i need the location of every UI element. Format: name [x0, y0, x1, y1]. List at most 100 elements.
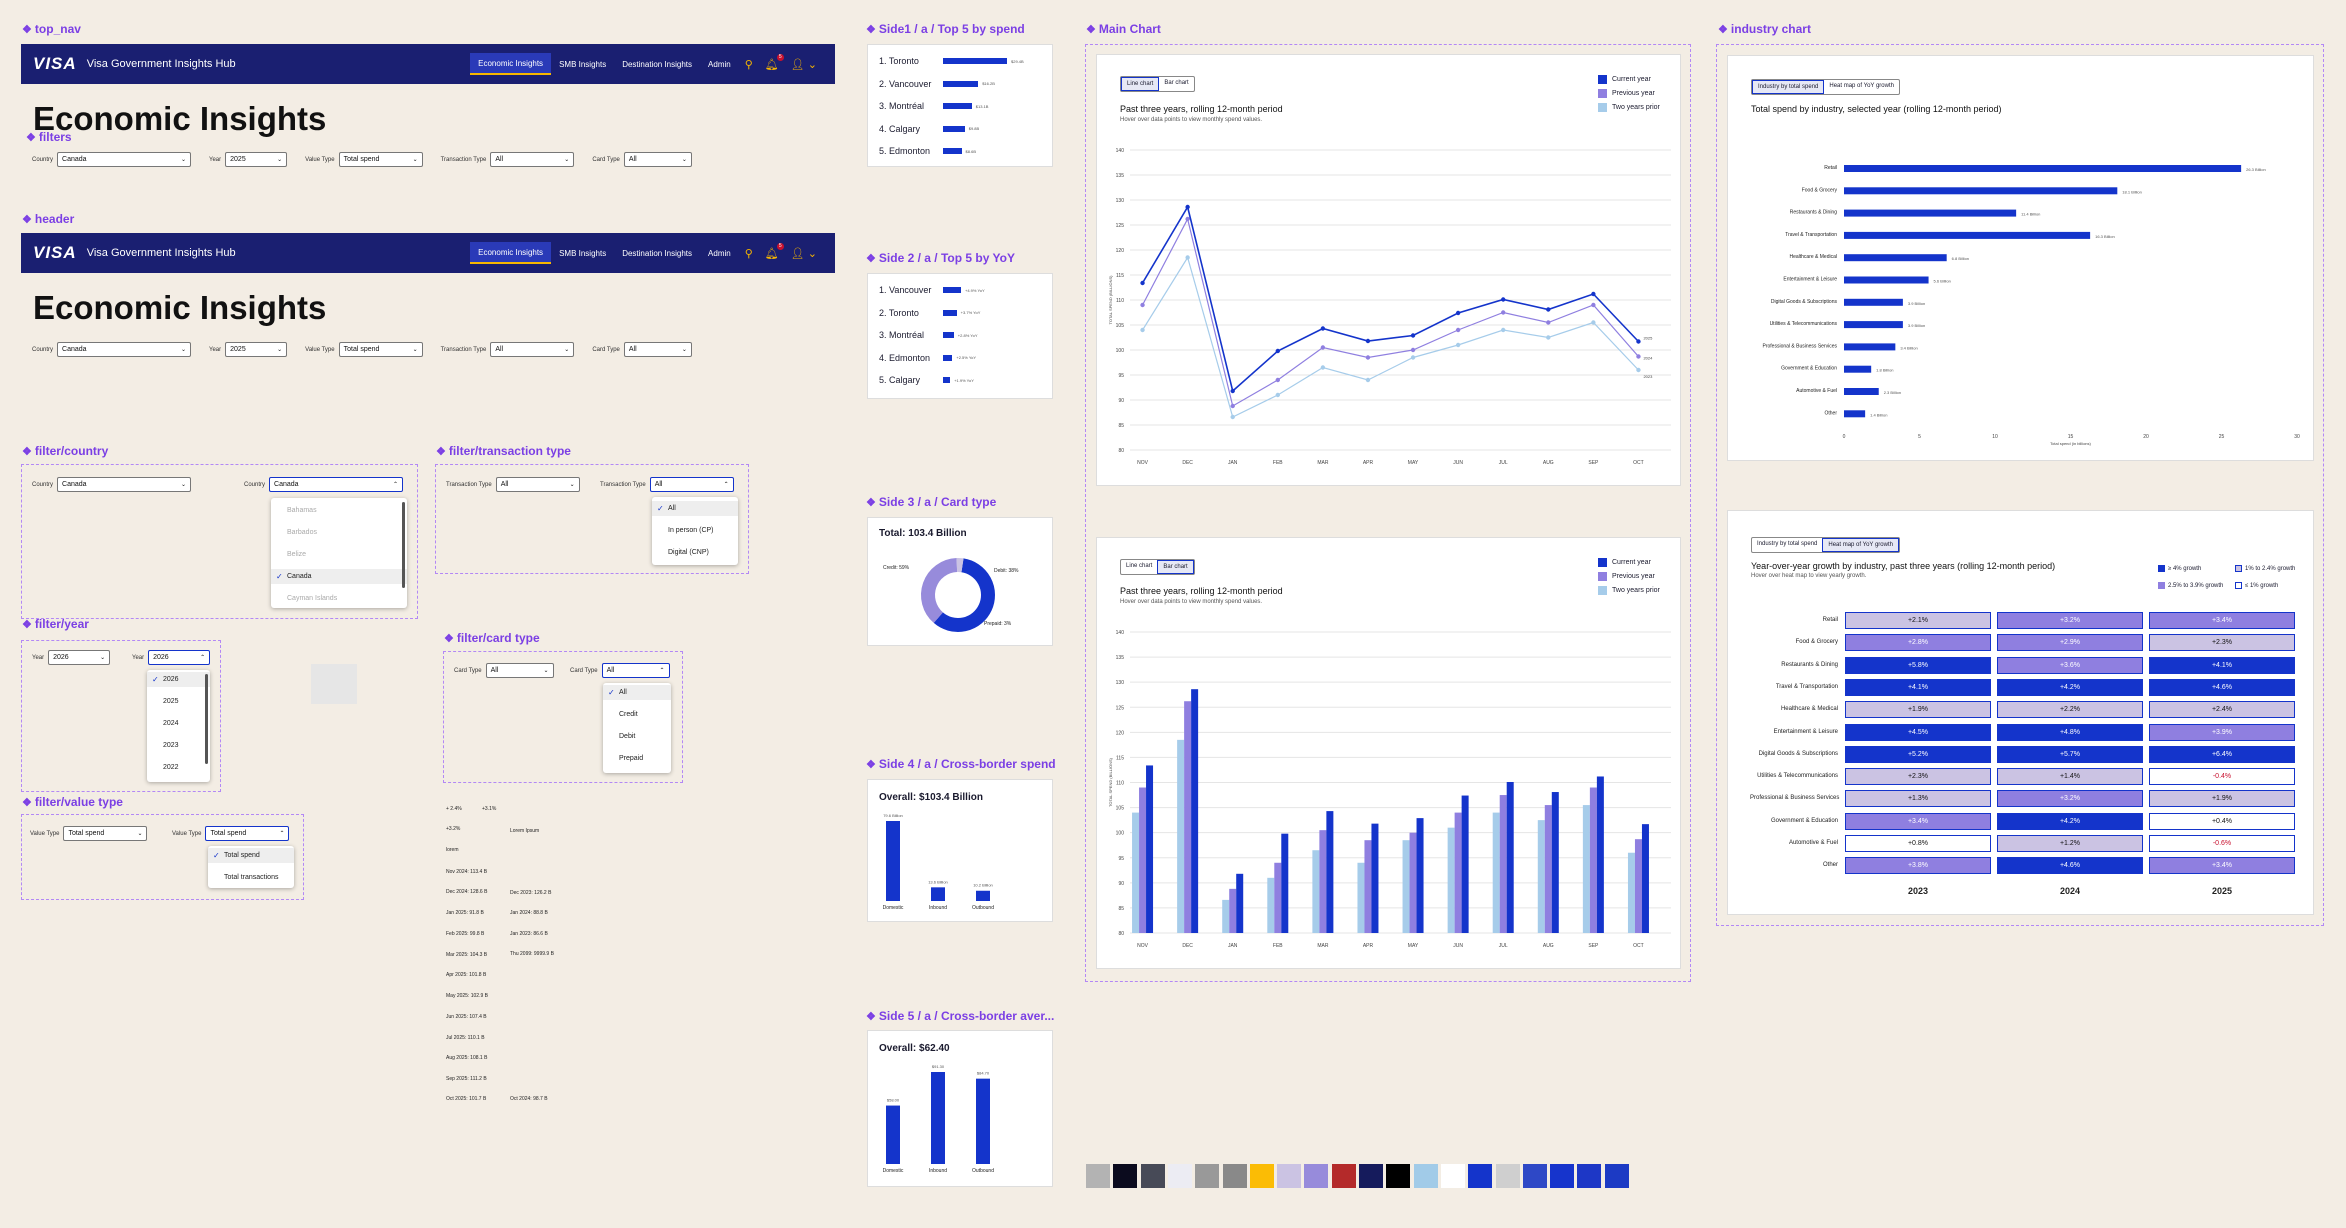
heat-cell[interactable]: +4.6%	[1997, 857, 2143, 875]
heat-cell[interactable]: +1.4%	[1997, 768, 2143, 786]
heat-cell[interactable]: +3.4%	[2149, 612, 2295, 629]
user-icon[interactable]: 👤︎ ⌄	[790, 247, 817, 260]
heat-cell[interactable]: +5.8%	[1845, 656, 1991, 674]
option-bahamas[interactable]: Bahamas	[287, 507, 317, 514]
heat-cell[interactable]: +3.2%	[1997, 790, 2143, 808]
heat-cell[interactable]: +2.2%	[1997, 701, 2143, 719]
heat-cell[interactable]: +3.6%	[1997, 656, 2143, 674]
heat-cell[interactable]: +3.9%	[2149, 723, 2295, 741]
value-type-select[interactable]: Total spend ⌄	[63, 826, 148, 841]
heat-cell[interactable]: +1.3%	[1845, 790, 1991, 808]
transaction-type-select[interactable]: All ⌄	[490, 152, 575, 167]
scrollbar[interactable]	[402, 502, 405, 588]
country-select[interactable]: Canada ⌄	[57, 152, 192, 167]
option-all[interactable]: All	[652, 501, 738, 516]
heat-cell[interactable]: +5.7%	[1997, 745, 2143, 763]
heat-cell[interactable]: +4.6%	[2149, 678, 2295, 696]
heat-cell[interactable]: +2.9%	[1997, 634, 2143, 652]
option-all[interactable]: All	[603, 685, 671, 700]
nav-economic-insights[interactable]: Economic Insights	[470, 53, 552, 75]
heat-cell[interactable]: +2.4%	[2149, 701, 2295, 719]
ranked-item[interactable]: 1. Toronto $29.4B	[879, 56, 1024, 66]
heat-cell[interactable]: +5.2%	[1845, 745, 1991, 763]
heat-cell[interactable]: +1.2%	[1997, 835, 2143, 852]
option-digital[interactable]: Digital (CNP)	[668, 549, 709, 556]
option-cayman-islands[interactable]: Cayman Islands	[287, 595, 338, 602]
country-select[interactable]: Canada ⌄	[57, 477, 192, 492]
option-in-person[interactable]: In person (CP)	[668, 527, 714, 534]
toggle-bar-chart[interactable]: Bar chart	[1164, 80, 1189, 86]
ranked-item[interactable]: 2. Toronto +3.7% YoY	[879, 308, 980, 318]
card-type-select[interactable]: All ⌄	[485, 663, 554, 678]
value-type-select[interactable]: Total spend ⌄	[338, 342, 423, 357]
ranked-item[interactable]: 3. Montréal +2.8% YoY	[879, 330, 977, 340]
year-select-open[interactable]: 2026 ⌃	[148, 650, 211, 665]
year-select[interactable]: 2026 ⌄	[48, 650, 111, 665]
year-select[interactable]: 2025 ⌄	[225, 342, 288, 357]
transaction-type-select[interactable]: All ⌄	[495, 477, 580, 492]
heat-cell[interactable]: -0.4%	[2149, 768, 2295, 786]
option-prepaid[interactable]: Prepaid	[619, 755, 644, 762]
country-select-open[interactable]: Canada ⌃	[269, 477, 404, 492]
option-credit[interactable]: Credit	[619, 711, 638, 718]
heat-cell[interactable]: +1.9%	[1845, 701, 1991, 719]
value-type-select-open[interactable]: Total spend ⌃	[205, 826, 290, 841]
heat-cell[interactable]: +2.8%	[1845, 634, 1991, 652]
heat-cell[interactable]: +3.8%	[1845, 857, 1991, 875]
toggle-heat-map[interactable]: Heat map of YoY growth	[1829, 83, 1894, 89]
transaction-type-select-open[interactable]: All ⌃	[649, 477, 734, 492]
ranked-item[interactable]: 5. Calgary +1.9% YoY	[879, 375, 974, 385]
search-icon[interactable]: ⚲	[744, 247, 753, 260]
ranked-item[interactable]: 1. Vancouver +4.9% YoY	[879, 285, 985, 295]
toggle-heat-map[interactable]: Heat map of YoY growth	[1822, 538, 1899, 552]
nav-smb-insights[interactable]: SMB Insights	[559, 59, 607, 69]
heat-cell[interactable]: +3.4%	[2149, 857, 2295, 875]
heat-cell[interactable]: +4.2%	[1997, 812, 2143, 830]
heat-cell[interactable]: +4.2%	[1997, 678, 2143, 696]
toggle-industry-spend[interactable]: Industry by total spend	[1752, 80, 1825, 94]
nav-destination-insights[interactable]: Destination Insights	[622, 248, 693, 258]
heat-cell[interactable]: +4.5%	[1845, 723, 1991, 741]
option-canada[interactable]: Canada	[271, 569, 407, 584]
option-total-spend[interactable]: Total spend	[208, 848, 294, 863]
heat-cell[interactable]: +0.8%	[1845, 835, 1991, 852]
heat-cell[interactable]: +2.1%	[1845, 612, 1991, 629]
toggle-industry-spend[interactable]: Industry by total spend	[1757, 541, 1818, 547]
option-2025[interactable]: 2025	[163, 698, 179, 705]
user-icon[interactable]: 👤︎ ⌄	[790, 58, 817, 71]
heat-cell[interactable]: +1.9%	[2149, 790, 2295, 808]
heat-cell[interactable]: +0.4%	[2149, 812, 2295, 830]
nav-destination-insights[interactable]: Destination Insights	[622, 59, 693, 69]
toggle-line-chart[interactable]: Line chart	[1126, 563, 1153, 569]
bell-icon[interactable]: 🔔︎ 5	[765, 242, 784, 260]
year-select[interactable]: 2025 ⌄	[225, 152, 288, 167]
value-type-select[interactable]: Total spend ⌄	[338, 152, 423, 167]
heat-cell[interactable]: +6.4%	[2149, 745, 2295, 763]
search-icon[interactable]: ⚲	[744, 58, 753, 71]
bell-icon[interactable]: 🔔︎ 5	[765, 53, 784, 71]
toggle-line-chart[interactable]: Line chart	[1121, 77, 1160, 91]
option-2024[interactable]: 2024	[163, 720, 179, 727]
ranked-item[interactable]: 3. Montréal $13.1B	[879, 101, 988, 111]
card-type-select[interactable]: All ⌄	[623, 152, 692, 167]
ranked-item[interactable]: 2. Vancouver $16.2B	[879, 79, 995, 89]
option-2022[interactable]: 2022	[163, 764, 179, 771]
visa-logo[interactable]: VISA	[33, 243, 77, 262]
scrollbar[interactable]	[205, 674, 208, 764]
nav-admin[interactable]: Admin	[708, 59, 731, 69]
visa-logo[interactable]: VISA	[33, 54, 77, 73]
ranked-item[interactable]: 5. Edmonton $8.6B	[879, 146, 976, 156]
nav-admin[interactable]: Admin	[708, 248, 731, 258]
toggle-bar-chart[interactable]: Bar chart	[1157, 560, 1194, 574]
heat-cell[interactable]: +4.1%	[2149, 656, 2295, 674]
nav-economic-insights[interactable]: Economic Insights	[470, 242, 552, 264]
heat-cell[interactable]: +4.8%	[1997, 723, 2143, 741]
option-barbados[interactable]: Barbados	[287, 529, 317, 536]
heat-cell[interactable]: -0.6%	[2149, 835, 2295, 852]
heat-cell[interactable]: +3.2%	[1997, 612, 2143, 629]
ranked-item[interactable]: 4. Calgary $9.8B	[879, 124, 979, 134]
option-2023[interactable]: 2023	[163, 742, 179, 749]
heat-cell[interactable]: +2.3%	[1845, 768, 1991, 786]
option-debit[interactable]: Debit	[619, 733, 636, 740]
option-2026[interactable]: 2026	[147, 672, 210, 687]
